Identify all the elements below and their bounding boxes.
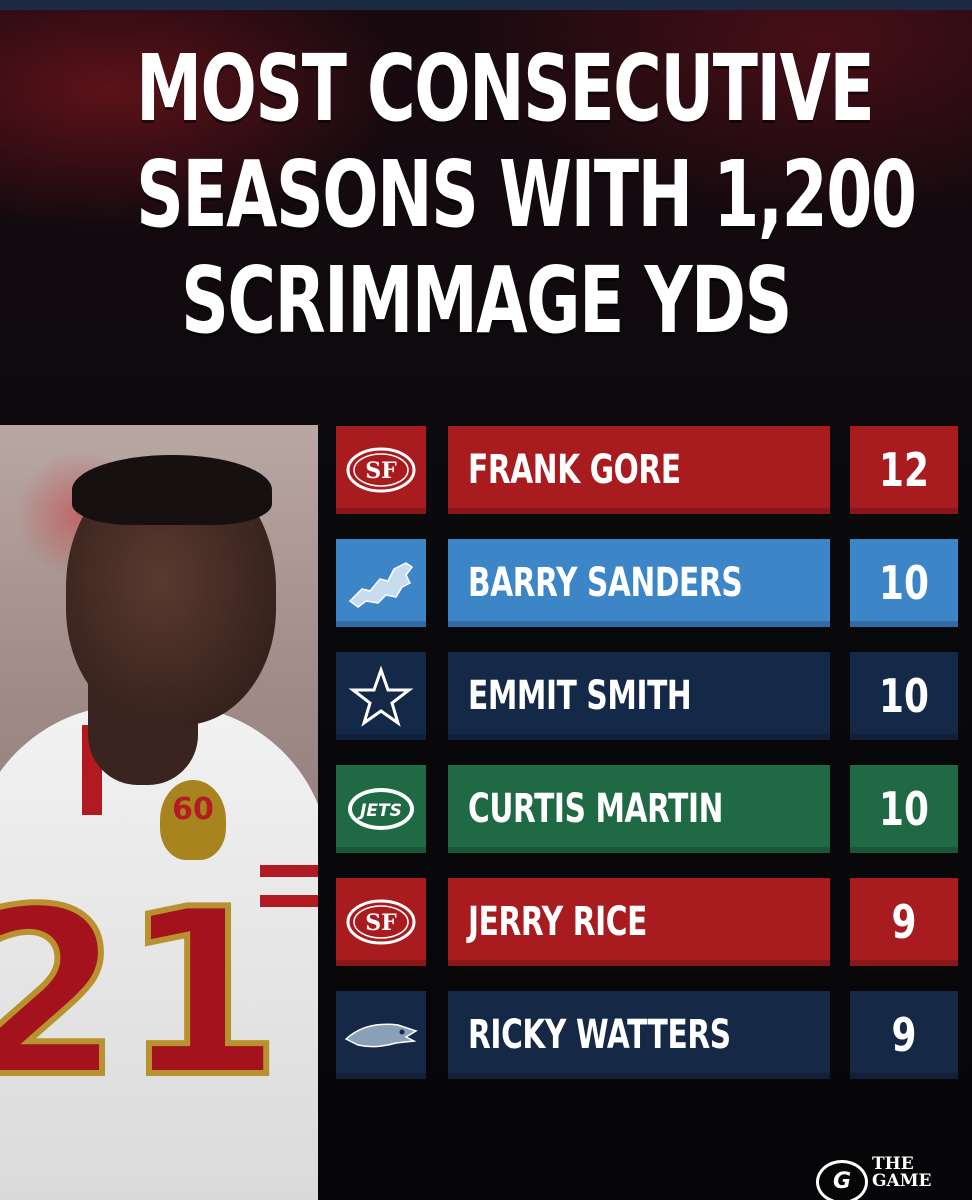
brand-text: THE GAME <box>872 1156 931 1190</box>
table-row: SF JERRY RICE 9 <box>336 878 958 966</box>
season-count-cell: 10 <box>850 539 958 627</box>
player-name-cell: JERRY RICE <box>448 878 830 966</box>
season-count: 9 <box>891 895 917 949</box>
table-row: EMMIT SMITH 10 <box>336 652 958 740</box>
anniversary-patch: 60 <box>160 780 226 860</box>
seahawks-logo-icon <box>336 991 426 1079</box>
player-photo: 21 60 <box>0 425 318 1200</box>
player-name: FRANK GORE <box>468 447 681 493</box>
player-name: JERRY RICE <box>468 899 647 945</box>
title-line-1: MOST CONSECUTIVE <box>136 35 875 142</box>
season-count: 10 <box>879 782 929 836</box>
player-name: BARRY SANDERS <box>468 560 743 606</box>
team-logo-cell: JETS <box>336 765 426 853</box>
sleeve-stripe <box>260 895 318 907</box>
svg-text:JETS: JETS <box>357 801 402 821</box>
season-count: 12 <box>879 443 929 497</box>
svg-text:SF: SF <box>365 910 397 936</box>
player-name: EMMIT SMITH <box>468 673 692 719</box>
chart-title: MOST CONSECUTIVE SEASONS WITH 1,200 SCRI… <box>136 35 917 354</box>
title-line-2: SEASONS WITH 1,200 <box>136 141 917 248</box>
table-row: RICKY WATTERS 9 <box>336 991 958 1079</box>
cowboys-star-logo-icon <box>336 652 426 740</box>
team-logo-cell <box>336 652 426 740</box>
table-row: BARRY SANDERS 10 <box>336 539 958 627</box>
team-logo-cell: SF <box>336 878 426 966</box>
season-count-cell: 9 <box>850 878 958 966</box>
season-count-cell: 10 <box>850 652 958 740</box>
player-name-cell: CURTIS MARTIN <box>448 765 830 853</box>
player-name-cell: BARRY SANDERS <box>448 539 830 627</box>
team-logo-cell <box>336 991 426 1079</box>
player-name-cell: EMMIT SMITH <box>448 652 830 740</box>
brand-line-2: GAME <box>872 1171 932 1191</box>
player-name: RICKY WATTERS <box>468 1012 731 1058</box>
team-logo-cell: SF <box>336 426 426 514</box>
player-name-cell: RICKY WATTERS <box>448 991 830 1079</box>
jets-logo-icon: JETS <box>336 765 426 853</box>
table-row: JETS CURTIS MARTIN 10 <box>336 765 958 853</box>
sleeve-stripe <box>260 865 318 877</box>
table-row: SF FRANK GORE 12 <box>336 426 958 514</box>
season-count-cell: 9 <box>850 991 958 1079</box>
lions-logo-icon <box>336 539 426 627</box>
season-count-cell: 10 <box>850 765 958 853</box>
brand-logo: G THE GAME <box>816 1156 966 1200</box>
top-strip <box>0 0 972 10</box>
sf-49ers-logo-icon: SF <box>336 878 426 966</box>
team-logo-cell <box>336 539 426 627</box>
title-line-3: SCRIMMAGE YDS <box>181 247 792 354</box>
sf-49ers-logo-icon: SF <box>336 426 426 514</box>
player-name-cell: FRANK GORE <box>448 426 830 514</box>
season-count-cell: 12 <box>850 426 958 514</box>
season-count: 10 <box>879 556 929 610</box>
season-count: 10 <box>879 669 929 723</box>
svg-text:SF: SF <box>365 458 397 484</box>
jersey <box>0 705 318 1200</box>
player-name: CURTIS MARTIN <box>468 786 724 832</box>
jersey-number: 21 <box>0 861 285 1128</box>
brand-line-1: THE <box>872 1154 914 1174</box>
brand-mark-icon: G <box>816 1160 868 1200</box>
season-count: 9 <box>891 1008 917 1062</box>
player-hair <box>72 455 272 525</box>
